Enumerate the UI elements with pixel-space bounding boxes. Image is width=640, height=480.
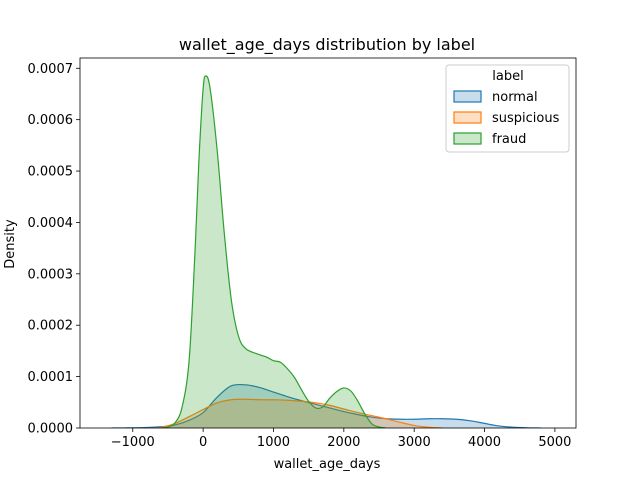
y-tick-label: 0.0003 [28, 267, 74, 282]
y-tick-label: 0.0006 [28, 113, 74, 128]
x-tick-label: 0 [199, 435, 207, 450]
legend-title: label [492, 69, 523, 84]
legend-label-suspicious: suspicious [492, 111, 560, 126]
density-area-suspicious [153, 399, 443, 428]
legend: label normal suspicious fraud [445, 64, 570, 153]
x-tick-label: −1000 [111, 435, 155, 450]
y-tick-label: 0.0004 [28, 216, 74, 231]
legend-swatch-fraud [453, 132, 482, 145]
density-line-fraud [160, 75, 387, 428]
legend-frame [445, 64, 570, 153]
chart-title: wallet_age_days distribution by label [179, 35, 475, 55]
x-tick-label: 1000 [257, 435, 290, 450]
y-tick-label: 0.0000 [28, 422, 74, 437]
density-area-fraud [160, 75, 387, 428]
x-tick-label: 5000 [538, 435, 571, 450]
axes: −1000 0 1000 2000 3000 4000 5000 0.0000 0.0001 0.… [28, 57, 577, 450]
x-axis-label: wallet_age_days [274, 457, 381, 472]
y-tick-label: 0.0005 [28, 165, 74, 180]
y-tick-label: 0.0001 [28, 370, 74, 385]
density-line-suspicious [153, 398, 443, 428]
plot-frame [79, 57, 577, 429]
legend-swatch-suspicious [453, 111, 482, 124]
x-tick-label: 2000 [327, 435, 360, 450]
density-area-normal [111, 384, 541, 428]
legend-swatch-normal [453, 90, 482, 103]
density-line-normal [111, 383, 541, 428]
y-axis-label: Density [3, 219, 18, 269]
legend-label-fraud: fraud [492, 132, 526, 147]
y-tick-label: 0.0002 [28, 319, 74, 334]
y-tick-label: 0.0007 [28, 62, 74, 77]
plot-area [111, 75, 541, 428]
x-tick-label: 4000 [468, 435, 501, 450]
x-tick-label: 3000 [398, 435, 431, 450]
legend-label-normal: normal [492, 90, 538, 105]
